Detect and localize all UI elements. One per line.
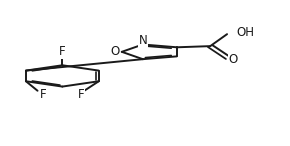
Text: F: F xyxy=(78,88,85,101)
Text: OH: OH xyxy=(236,26,254,39)
Text: N: N xyxy=(138,34,147,47)
Text: O: O xyxy=(110,45,119,58)
Text: F: F xyxy=(59,45,66,58)
Text: F: F xyxy=(39,88,46,101)
Text: O: O xyxy=(229,53,238,66)
